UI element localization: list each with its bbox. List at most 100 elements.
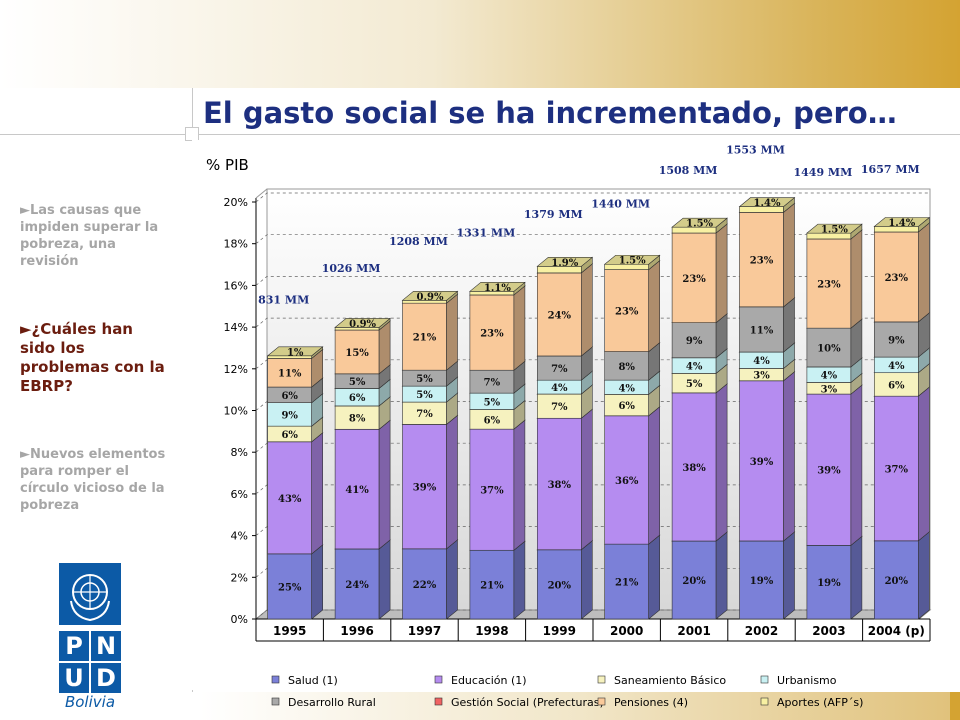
y-axis-label: % PIB [206,156,249,174]
data-label: 20% [885,576,909,587]
nav-item[interactable]: ►Nuevos elementos para romper el círculo… [20,447,166,513]
data-label: 6% [349,393,366,404]
x-tick-label: 2000 [610,624,643,638]
bar-segment-side [446,293,458,371]
legend-swatch [597,697,606,706]
data-label: 9% [686,336,703,347]
bar-segment-top [738,197,796,207]
data-label: 37% [480,486,504,497]
nav-item[interactable]: ►¿Cuáles han sido los problemas con la E… [20,320,165,395]
data-label: 24% [548,310,572,321]
bar-segment [469,294,515,371]
bar-segment-side [715,223,728,324]
bar-segment-top [873,217,931,227]
data-label: 38% [548,480,572,491]
logo-letter: U [59,663,89,693]
amount-label: 1331 MM [456,227,515,240]
bar-segment [671,232,717,323]
data-label: 5% [686,379,703,390]
bar-segment [536,355,582,381]
logo: P N U D Bolivia [59,563,121,711]
data-label: 6% [618,401,635,412]
y-tick-label: 14% [224,321,248,334]
amount-label: 1208 MM [389,235,448,248]
data-label: 25% [278,582,302,593]
y-tick-label: 0% [231,613,248,626]
logo-letter: D [91,663,121,693]
bar-segment [671,322,717,359]
bar-segment-side [513,285,526,371]
y-tick-label: 10% [224,405,248,418]
bar-segment [402,302,447,371]
data-label: 4% [618,383,635,394]
data-label: 1.9% [551,258,578,269]
legend-label: Gestión Social (Prefecturas) [451,696,604,709]
amount-label: 1379 MM [524,208,583,221]
y-tick-label: 8% [231,446,248,459]
legend-swatch [434,675,443,684]
grid-line [255,192,930,203]
data-label: 1.1% [484,283,511,294]
data-label: 21% [615,578,639,589]
nav-item[interactable]: ►Las causas que impiden superar la pobre… [20,203,159,269]
bar-segment-side [715,383,728,542]
bar-segment-side [513,419,526,551]
bar-segment-side [513,540,526,620]
bar-segment-side [580,408,593,551]
x-tick-label: 2001 [677,624,710,638]
bar-segment-top [334,318,391,328]
bar-segment [739,306,784,353]
divider [0,134,960,135]
amount-label: 1508 MM [659,164,718,177]
data-label: 41% [345,485,369,496]
bar-segment-side [917,386,930,542]
bar-segment [671,392,717,542]
bar-segment [536,549,582,620]
y-axis-side [255,188,268,199]
data-label: 7% [551,364,568,375]
data-label: 0.9% [417,292,444,303]
data-label: 5% [484,397,501,408]
amount-label: 1440 MM [591,197,650,210]
data-label: 36% [615,476,639,487]
data-label: 1% [287,347,304,358]
bar-segment [806,545,852,620]
data-label: 19% [750,576,774,587]
data-label: 1.5% [686,219,713,230]
bar-segment-top [806,223,863,234]
data-label: 23% [885,273,909,284]
bar-segment-top [401,291,459,301]
legend-label: Salud (1) [288,674,338,687]
data-label: 39% [413,483,437,494]
data-label: 23% [817,280,841,291]
data-label: 8% [618,362,635,373]
data-label: 4% [821,371,838,382]
data-label: 24% [345,580,369,591]
data-label: 43% [278,494,302,505]
bar-segment-top [536,257,594,267]
data-label: 5% [349,377,366,388]
y-tick-label: 2% [231,571,248,584]
data-label: 6% [484,415,501,426]
x-tick-label: 1998 [475,624,508,638]
data-label: 0.9% [349,319,376,330]
bar-segment [267,553,313,620]
legend-label: Pensiones (4) [614,696,688,709]
data-label: 23% [480,329,504,340]
bar-segment-top [671,217,728,228]
bar-segment-side [850,535,863,620]
data-label: 6% [281,391,298,402]
bar-segment-side [580,540,593,620]
data-label: 10% [817,344,841,355]
bar-segment [334,548,380,620]
amount-label: 1026 MM [322,262,381,275]
bar-segment [469,428,515,551]
bar-segment-side [648,259,661,353]
amount-label: 1553 MM [726,143,785,156]
data-label: 7% [416,409,433,420]
legend-swatch [760,675,769,684]
bar-segment-side [311,432,324,555]
bar-segment [806,238,852,329]
